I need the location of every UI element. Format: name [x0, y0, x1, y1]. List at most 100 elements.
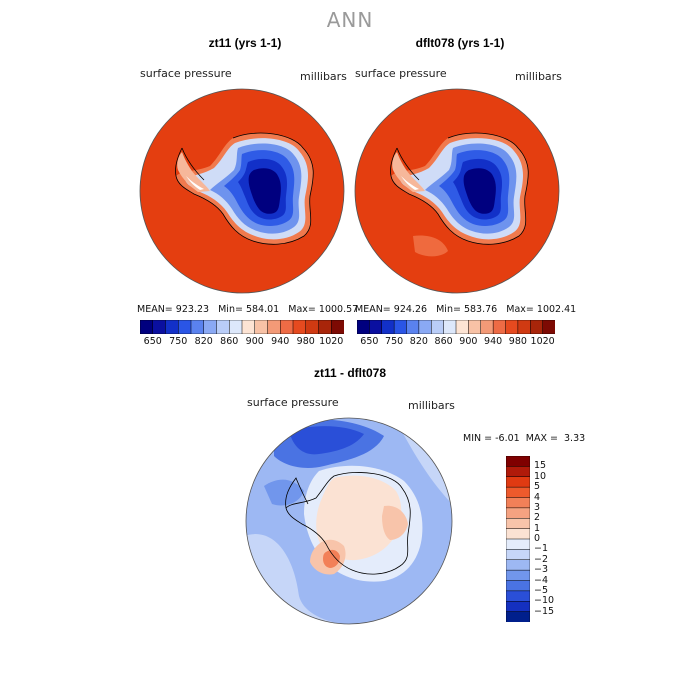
colorbar-swatch	[369, 320, 383, 334]
panel-2-max: 1002.41	[536, 304, 577, 315]
panel-1-max: 1000.57	[318, 304, 359, 315]
colorbar-swatch	[480, 320, 494, 334]
diff-panel-variable: surface pressure	[247, 396, 339, 409]
colorbar-tick-label: 1020	[319, 336, 344, 347]
panel-2-colorbar	[357, 320, 555, 334]
colorbar-swatch	[152, 320, 167, 334]
colorbar-tick-label: 1	[534, 522, 541, 534]
colorbar-tick-label: 4	[534, 491, 541, 503]
panel-2-colorbar-ticks: 650 750 820 860 900 940 980 1020	[357, 336, 555, 350]
page-title: ANN	[326, 8, 374, 32]
colorbar-tick-label: 860	[434, 336, 453, 347]
colorbar-tick-label: 900	[245, 336, 264, 347]
panel-1-mean: 923.23	[175, 304, 210, 315]
colorbar-swatch	[418, 320, 432, 334]
colorbar-tick-label: 0	[534, 533, 541, 544]
colorbar-swatch	[506, 611, 530, 622]
panel-1-units: millibars	[300, 70, 347, 83]
colorbar-tick-label: 900	[459, 336, 478, 347]
diff-panel-title: zt11 - dflt078	[313, 366, 387, 380]
colorbar-tick-label: 15	[534, 460, 547, 472]
diff-min-label: MIN =	[463, 433, 493, 444]
panel-1-max-label: Max=	[288, 304, 316, 315]
colorbar-swatch	[506, 590, 530, 602]
panel-2-variable: surface pressure	[355, 67, 447, 80]
diff-panel-map	[245, 417, 453, 625]
colorbar-swatch	[431, 320, 445, 334]
colorbar-swatch	[406, 320, 420, 334]
colorbar-swatch	[542, 320, 555, 334]
panel-2-mean: 924.26	[393, 304, 428, 315]
colorbar-swatch	[292, 320, 307, 334]
colorbar-tick-label: 860	[220, 336, 239, 347]
colorbar-swatch	[280, 320, 294, 334]
colorbar-tick-label: −5	[534, 584, 549, 596]
diff-colorbar-ticks: 15 10 5 4 3 2 1 0 −1 −2 −3 −4 −5 −10 −15	[534, 456, 574, 626]
panel-2-max-label: Max=	[506, 304, 534, 315]
colorbar-swatch	[506, 580, 530, 592]
panel-1-min: 584.01	[245, 304, 280, 315]
colorbar-swatch	[331, 320, 344, 334]
colorbar-swatch	[203, 320, 218, 334]
diff-panel-range: MIN = -6.01 MAX = 3.33	[463, 433, 585, 444]
colorbar-tick-label: 820	[194, 336, 213, 347]
colorbar-swatch	[517, 320, 531, 334]
colorbar-swatch	[492, 320, 507, 334]
colorbar-tick-label: 650	[143, 336, 162, 347]
panel-1-stats: MEAN= 923.23 Min= 584.01 Max= 1000.57	[137, 304, 358, 315]
colorbar-swatch	[178, 320, 192, 334]
colorbar-swatch	[140, 320, 154, 334]
colorbar-tick-label: −15	[534, 605, 555, 617]
colorbar-swatch	[241, 320, 256, 334]
colorbar-swatch	[505, 320, 519, 334]
colorbar-tick-label: 750	[385, 336, 404, 347]
colorbar-tick-label: −10	[534, 595, 555, 607]
panel-2-mean-label: MEAN=	[355, 304, 391, 315]
colorbar-tick-label: 5	[534, 481, 541, 493]
colorbar-swatch	[530, 320, 544, 334]
colorbar-tick-label: 980	[508, 336, 527, 347]
panel-2-min-label: Min=	[436, 304, 461, 315]
colorbar-swatch	[216, 320, 230, 334]
panel-1-title: zt11 (yrs 1-1)	[208, 36, 282, 50]
colorbar-tick-label: −3	[534, 564, 549, 576]
colorbar-swatch	[506, 497, 530, 509]
colorbar-tick-label: 980	[296, 336, 315, 347]
colorbar-swatch	[506, 456, 530, 467]
panel-1-min-label: Min=	[218, 304, 243, 315]
colorbar-tick-label: 1020	[530, 336, 555, 347]
diff-min: -6.01	[495, 433, 520, 444]
panel-2-title: dflt078 (yrs 1-1)	[415, 36, 505, 50]
colorbar-tick-label: 650	[360, 336, 379, 347]
colorbar-tick-label: 2	[534, 512, 541, 524]
panel-1-variable: surface pressure	[140, 67, 232, 80]
colorbar-swatch	[506, 538, 530, 550]
colorbar-tick-label: −4	[534, 574, 549, 586]
colorbar-swatch	[506, 601, 530, 613]
colorbar-swatch	[305, 320, 320, 334]
diff-colorbar	[506, 456, 530, 622]
colorbar-swatch	[506, 528, 530, 540]
colorbar-swatch	[506, 569, 530, 582]
colorbar-tick-label: 750	[169, 336, 188, 347]
colorbar-swatch	[506, 507, 530, 519]
colorbar-swatch	[190, 320, 205, 334]
colorbar-swatch	[506, 486, 530, 499]
colorbar-swatch	[506, 466, 530, 478]
colorbar-swatch	[229, 320, 243, 334]
colorbar-swatch	[165, 320, 179, 334]
colorbar-tick-label: 940	[484, 336, 503, 347]
diff-max-label: MAX =	[525, 433, 558, 444]
colorbar-swatch	[443, 320, 457, 334]
colorbar-tick-label: −1	[534, 543, 549, 555]
colorbar-swatch	[506, 549, 530, 561]
panel-2-map	[354, 88, 560, 294]
colorbar-swatch	[357, 320, 370, 334]
colorbar-swatch	[267, 320, 281, 334]
panel-1-colorbar	[140, 320, 344, 334]
panel-1-mean-label: MEAN=	[137, 304, 173, 315]
colorbar-swatch	[506, 518, 530, 530]
colorbar-tick-label: −2	[534, 553, 549, 565]
panel-1-colorbar-ticks: 650 750 820 860 900 940 980 1020	[140, 336, 344, 350]
panel-2-stats: MEAN= 924.26 Min= 583.76 Max= 1002.41	[355, 304, 576, 315]
